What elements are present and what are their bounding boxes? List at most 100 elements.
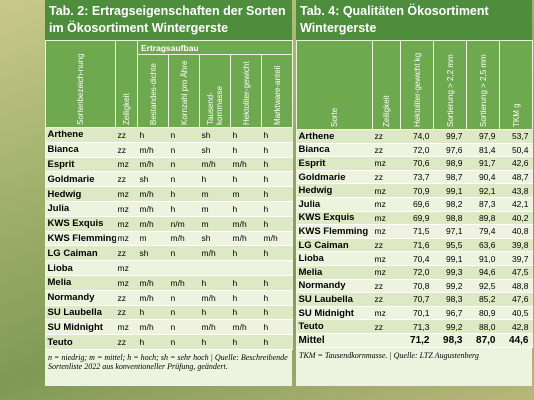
table-cell: zz <box>115 305 138 321</box>
table-cell: 74,0 <box>400 129 434 144</box>
table-cell: KWS Exquis <box>45 216 116 232</box>
table-cell: mz <box>372 251 401 266</box>
table-cell: 70,7 <box>400 292 434 307</box>
table-cell: h <box>261 127 293 143</box>
table-cell: sh <box>199 127 231 143</box>
table-cell: 89,8 <box>466 211 500 226</box>
column-header: Sorte <box>296 40 373 130</box>
table-cell: h <box>230 171 262 188</box>
table-cell: SU Midnight <box>296 306 373 321</box>
table-cell: mz <box>372 224 401 239</box>
table-cell: 48,7 <box>499 170 533 185</box>
column-header: Marktware-anteil <box>260 54 294 128</box>
table-cell: zz <box>372 319 401 334</box>
table-cell: h <box>261 305 293 321</box>
table-cell: mz <box>115 275 138 291</box>
table-cell: 81,4 <box>466 143 500 158</box>
table-cell: sh <box>199 231 231 247</box>
table-cell: SU Laubella <box>296 292 373 307</box>
table-cell: m/h <box>137 319 169 336</box>
header-text: Hektoliter-gewicht kg <box>412 52 422 127</box>
column-header: Tausend-kornmasse <box>199 54 231 128</box>
table-cell: 79,4 <box>466 224 500 239</box>
table-row: Goldmarie zz 73,7 98,7 90,4 48,7 <box>296 170 533 185</box>
table-cell: mz <box>372 265 401 280</box>
table-row: Teuto zz 71,3 99,2 88,0 42,8 <box>296 319 533 334</box>
table-cell <box>230 260 262 276</box>
table-cell: m/h <box>137 275 169 291</box>
table-row: Goldmarie zz sh n h h h <box>45 171 293 188</box>
table-cell: h <box>137 305 169 321</box>
table-cell: mz <box>372 156 401 171</box>
table-cell: 71,2 <box>400 332 434 348</box>
table-row: Arthene zz h n sh h h <box>45 127 293 143</box>
table-cell: 95,5 <box>433 238 467 253</box>
table-cell: Goldmarie <box>45 171 116 188</box>
table-cell: 70,6 <box>400 156 434 171</box>
column-header: Hektoliter-gewicht kg <box>400 40 434 130</box>
table-cell: h <box>168 201 200 217</box>
table-head: Sorte Zeiligkeit Hektoliter-gewicht kg Sort… <box>296 40 533 130</box>
table-cell: 70,1 <box>400 306 434 321</box>
table-cell: h <box>230 275 262 291</box>
table-cell: Bianca <box>45 142 116 158</box>
table-cell: h <box>199 334 231 350</box>
table-cell: sh <box>137 245 169 262</box>
table-cell: 90,4 <box>466 170 500 185</box>
footnote: TKM = Tausendkornmasse. | Quelle: LTZ Au… <box>299 350 479 360</box>
table-cell: n <box>168 127 200 143</box>
table-row: Normandy zz 70,8 99,2 92,5 48,8 <box>296 279 533 294</box>
table-cell: mz <box>372 306 401 321</box>
table-cell: 99,3 <box>433 265 467 280</box>
table-cell: zz <box>372 143 401 158</box>
table-cell: h <box>199 275 231 291</box>
table-cell: 98,7 <box>433 170 467 185</box>
table-cell: Esprit <box>296 156 373 171</box>
table-body: Arthene zz h n sh h h Bianca zz m/h n sh h h Esprit mz m… <box>45 127 293 350</box>
table-row: Melia mz m/h m/h h h h <box>45 275 293 291</box>
table-cell: Melia <box>45 275 116 291</box>
table-cell: h <box>230 142 262 158</box>
table-cell: n <box>168 171 200 188</box>
table-cell: n <box>168 334 200 350</box>
table-cell: h <box>261 142 293 158</box>
table-row: Julia mz m/h h m h h <box>45 201 293 217</box>
table-row: SU Midnight mz 70,1 96,7 80,9 40,5 <box>296 306 533 321</box>
table-row: Bianca zz 72,0 97,6 81,4 50,4 <box>296 143 533 158</box>
table-cell: h <box>261 157 293 173</box>
table-row: KWS Exquis mz m/h n/m m m/h h <box>45 216 293 232</box>
column-header: Bestandes-dichte <box>137 54 169 128</box>
table-cell: 50,4 <box>499 143 533 158</box>
table-row: KWS Flemming mz m m/h sh m/h m/h <box>45 231 293 247</box>
table-cell: m/h <box>199 319 231 336</box>
table-cell: zz <box>115 171 138 188</box>
table-cell: KWS Flemming <box>45 231 116 247</box>
footnote: n = niedrig; m = mittel; h = hoch; sh = … <box>48 352 288 372</box>
group-header: Ertragsaufbau <box>136 40 294 55</box>
table-cell: Mittel <box>296 332 373 348</box>
column-header: Sortierung > 2,5 mm <box>466 40 500 130</box>
table-cell: n <box>168 157 200 173</box>
table-cell: 92,1 <box>466 183 500 198</box>
table-cell: 99,1 <box>433 183 467 198</box>
table-cell: Normandy <box>45 290 116 306</box>
header-text: Sortierung > 2,2 mm <box>445 54 455 127</box>
header-text: Sorte <box>330 107 339 127</box>
table-row: Hedwig mz m/h h m m h <box>45 186 293 202</box>
table-cell: Normandy <box>296 279 373 294</box>
table-row: Mittel 71,2 98,3 87,0 44,6 <box>296 332 533 348</box>
header-text: Zeiligkeit <box>122 93 131 125</box>
table-cell: h <box>261 171 293 188</box>
table-cell: h <box>137 127 169 143</box>
table-row: Esprit mz m/h n m/h m/h h <box>45 157 293 173</box>
table-cell: Goldmarie <box>296 170 373 185</box>
table-row: Julia mz 69,6 98,2 87,3 42,1 <box>296 197 533 212</box>
table-cell: 69,9 <box>400 211 434 226</box>
column-header: Sortenbezeich-nung <box>45 40 116 128</box>
table-cell: Teuto <box>45 334 116 350</box>
table-cell: h <box>261 186 293 202</box>
table-row: SU Laubella zz h n h h h <box>45 305 293 321</box>
table-cell: h <box>230 201 262 217</box>
table-cell: 39,7 <box>499 251 533 266</box>
